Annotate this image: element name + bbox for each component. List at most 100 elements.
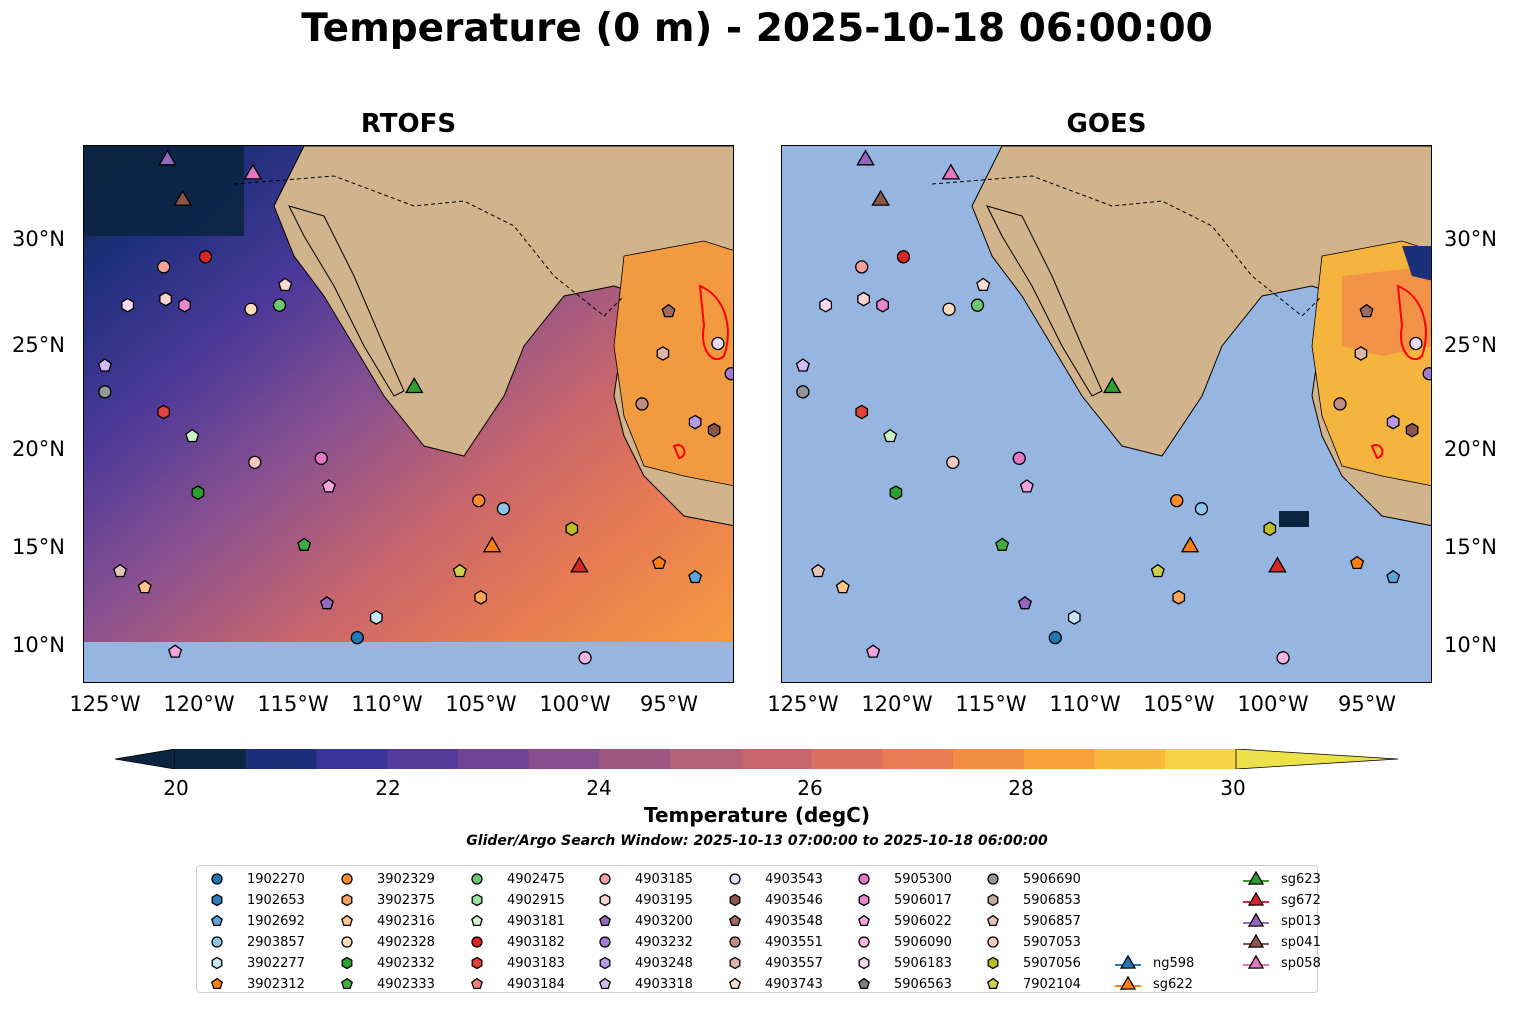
map-marker-4903181[interactable] bbox=[185, 428, 200, 443]
map-marker-4902333[interactable] bbox=[297, 537, 312, 551]
map-marker-4903543[interactable] bbox=[1409, 336, 1423, 351]
map-marker-3902277[interactable] bbox=[369, 610, 383, 625]
map-marker-4903200[interactable] bbox=[319, 595, 334, 610]
legend-marker-icon bbox=[729, 893, 741, 907]
map-marker-3902375[interactable] bbox=[1172, 590, 1186, 605]
map-marker-5906022[interactable] bbox=[1019, 479, 1034, 493]
map-marker-4903183[interactable] bbox=[157, 404, 171, 420]
lat-label-20-left: 20°N bbox=[12, 437, 65, 461]
map-panel-goes[interactable] bbox=[781, 145, 1432, 683]
map-marker-1902692[interactable] bbox=[688, 569, 703, 584]
map-marker-4903557[interactable] bbox=[1354, 346, 1368, 361]
map-marker-5907053[interactable] bbox=[946, 455, 960, 470]
map-marker-5906017[interactable] bbox=[876, 297, 889, 313]
map-marker-4902475[interactable] bbox=[272, 298, 287, 312]
map-marker-4903181[interactable] bbox=[883, 428, 898, 443]
map-marker-sp041[interactable] bbox=[173, 189, 193, 206]
map-marker-4903185[interactable] bbox=[157, 260, 171, 274]
map-marker-sg622[interactable] bbox=[482, 536, 502, 553]
map-marker-4903548[interactable] bbox=[1359, 303, 1374, 318]
map-marker-4903248[interactable] bbox=[688, 414, 702, 430]
legend-label: sg623 bbox=[1281, 871, 1321, 887]
map-marker-sg672[interactable] bbox=[1268, 556, 1287, 573]
map-marker-5906017[interactable] bbox=[178, 297, 191, 313]
map-marker-5907056[interactable] bbox=[1263, 521, 1277, 537]
map-marker-sp041[interactable] bbox=[871, 189, 891, 206]
map-marker-4902332[interactable] bbox=[191, 485, 205, 500]
map-marker-4903551[interactable] bbox=[635, 397, 649, 411]
map-marker-2903857[interactable] bbox=[1194, 502, 1209, 516]
map-marker-4902333[interactable] bbox=[995, 537, 1010, 551]
map-marker-4903543[interactable] bbox=[711, 336, 725, 351]
map-marker-sg623[interactable] bbox=[1102, 376, 1122, 394]
map-marker-4903195[interactable] bbox=[857, 291, 870, 307]
legend-item: 5906853 bbox=[983, 890, 1081, 910]
map-marker-sg672[interactable] bbox=[570, 556, 589, 573]
map-marker-sp013[interactable] bbox=[158, 149, 177, 166]
map-marker-4903318[interactable] bbox=[795, 358, 810, 372]
map-marker-sp013[interactable] bbox=[856, 149, 875, 166]
map-marker-3902375[interactable] bbox=[474, 590, 488, 605]
map-marker-5905300[interactable] bbox=[314, 451, 328, 465]
map-marker-3902329[interactable] bbox=[472, 493, 486, 508]
map-marker-5906090[interactable] bbox=[578, 651, 592, 665]
map-marker-4903182[interactable] bbox=[198, 250, 213, 264]
map-marker-4903232[interactable] bbox=[724, 367, 734, 381]
map-marker-sg623[interactable] bbox=[404, 376, 424, 394]
map-marker-4902328[interactable] bbox=[942, 302, 956, 316]
map-marker-4903183[interactable] bbox=[855, 404, 869, 420]
map-marker-5906022[interactable] bbox=[321, 479, 336, 493]
map-marker-4902475[interactable] bbox=[970, 298, 985, 312]
legend-item: 5906563 bbox=[854, 974, 952, 994]
map-marker-5906183[interactable] bbox=[121, 297, 135, 313]
map-marker-1902270[interactable] bbox=[350, 631, 364, 645]
map-marker-4902328[interactable] bbox=[244, 302, 258, 316]
map-marker-5907053[interactable] bbox=[248, 455, 262, 470]
map-marker-4903195[interactable] bbox=[159, 291, 172, 307]
map-marker-5905300[interactable] bbox=[1012, 451, 1026, 465]
map-marker-4903743[interactable] bbox=[976, 277, 991, 292]
map-marker-5906857[interactable] bbox=[811, 563, 826, 578]
rtofs-map-svg bbox=[84, 146, 734, 682]
map-marker-3902312[interactable] bbox=[1350, 555, 1365, 570]
map-marker-4903557[interactable] bbox=[656, 346, 670, 361]
map-marker-4903551[interactable] bbox=[1333, 397, 1347, 411]
map-marker-4903546[interactable] bbox=[1405, 422, 1419, 438]
map-marker-7902104[interactable] bbox=[1150, 563, 1165, 578]
map-marker-4903546[interactable] bbox=[707, 422, 721, 438]
map-marker-4903200[interactable] bbox=[1017, 595, 1032, 610]
map-marker-4903182[interactable] bbox=[896, 250, 911, 264]
map-marker-7902104[interactable] bbox=[452, 563, 467, 578]
map-marker-4902316[interactable] bbox=[835, 579, 850, 594]
map-marker-sp058[interactable] bbox=[941, 163, 961, 180]
colorbar-extend-low bbox=[115, 749, 176, 769]
map-marker-5906857[interactable] bbox=[113, 563, 128, 578]
map-marker-4903185[interactable] bbox=[855, 260, 869, 274]
map-marker-3902312[interactable] bbox=[652, 555, 667, 570]
map-marker-4903248[interactable] bbox=[1386, 414, 1400, 430]
map-marker-5906690[interactable] bbox=[796, 385, 810, 399]
map-marker-5906022[interactable] bbox=[168, 644, 183, 658]
map-marker-5906090[interactable] bbox=[1276, 651, 1290, 665]
map-marker-5906690[interactable] bbox=[98, 385, 112, 399]
map-marker-2903857[interactable] bbox=[496, 502, 511, 516]
legend-marker-icon bbox=[341, 936, 353, 948]
map-marker-4902332[interactable] bbox=[889, 485, 903, 500]
legend-item: 4902333 bbox=[337, 974, 435, 994]
map-marker-1902692[interactable] bbox=[1386, 569, 1401, 584]
legend-label: 4903551 bbox=[765, 934, 823, 950]
map-marker-5906183[interactable] bbox=[819, 297, 833, 313]
map-marker-4903548[interactable] bbox=[661, 303, 676, 318]
map-marker-sg622[interactable] bbox=[1180, 536, 1200, 553]
map-marker-5906022[interactable] bbox=[866, 644, 881, 658]
map-panel-rtofs[interactable] bbox=[83, 145, 734, 683]
map-marker-5907056[interactable] bbox=[565, 521, 579, 537]
map-marker-3902277[interactable] bbox=[1067, 610, 1081, 625]
map-marker-4902316[interactable] bbox=[137, 579, 152, 594]
map-marker-4903743[interactable] bbox=[278, 277, 293, 292]
map-marker-1902270[interactable] bbox=[1048, 631, 1062, 645]
map-marker-sp058[interactable] bbox=[243, 163, 263, 180]
map-marker-3902329[interactable] bbox=[1170, 493, 1184, 508]
map-marker-4903318[interactable] bbox=[97, 358, 112, 372]
map-marker-4903232[interactable] bbox=[1422, 367, 1432, 381]
